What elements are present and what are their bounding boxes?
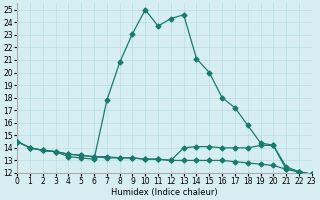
X-axis label: Humidex (Indice chaleur): Humidex (Indice chaleur) <box>111 188 218 197</box>
